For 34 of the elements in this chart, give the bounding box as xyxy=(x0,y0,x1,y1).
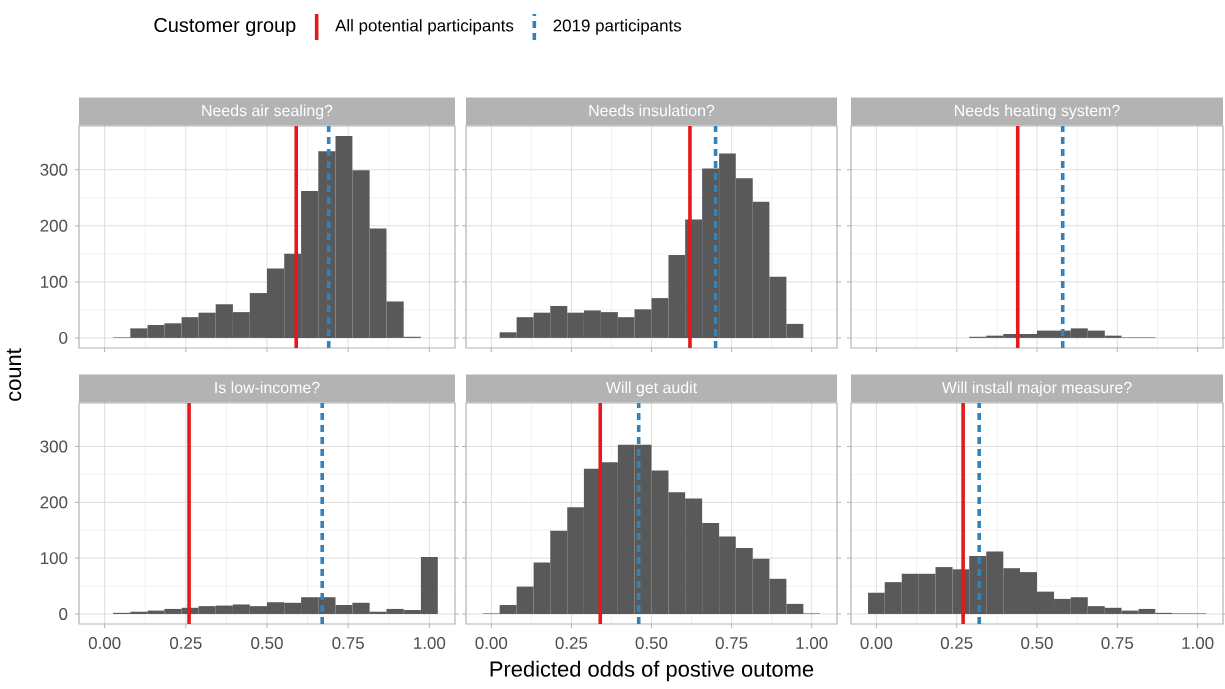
x-tick-label: 1.00 xyxy=(414,637,446,650)
y-tick-label: 200 xyxy=(40,496,68,509)
x-tick-label: 0.00 xyxy=(860,637,893,650)
y-tick-label: 100 xyxy=(40,552,68,565)
y-axis-title: count xyxy=(6,348,22,401)
legend-label: 2019 participants xyxy=(553,19,682,35)
chart-title: Will install major measure? xyxy=(941,381,1132,397)
chart-title: Is low-income? xyxy=(215,381,320,394)
y-tick-label: 100 xyxy=(40,275,68,288)
y-tick-label: 300 xyxy=(40,163,68,176)
legend-label: All potential participants xyxy=(335,19,514,35)
chart-title: Needs air sealing? xyxy=(202,104,333,120)
x-tick-label: 0.25 xyxy=(940,637,973,650)
y-tick-label: 0 xyxy=(59,607,68,620)
x-tick-label: 0.50 xyxy=(1021,637,1053,650)
x-tick-label: 0.75 xyxy=(1101,637,1134,650)
x-tick-label: 0.50 xyxy=(635,637,668,650)
x-tick-label: 0.25 xyxy=(555,637,588,650)
chart-title: Needs heating system? xyxy=(955,104,1120,120)
x-axis-title: Predicted odds of postive outome xyxy=(490,660,814,682)
x-tick-label: 0.75 xyxy=(332,637,364,650)
x-tick-label: 0.25 xyxy=(170,637,202,650)
x-tick-label: 1.00 xyxy=(796,637,828,650)
x-tick-label: 0.75 xyxy=(715,637,748,650)
y-tick-label: 300 xyxy=(40,440,68,453)
x-tick-label: 1.00 xyxy=(1182,637,1214,650)
x-tick-label: 0.00 xyxy=(475,637,508,650)
x-tick-label: 0.00 xyxy=(88,637,121,650)
y-tick-label: 200 xyxy=(40,219,68,232)
chart-title: Needs insulation? xyxy=(589,104,715,117)
legend-title: Customer group xyxy=(154,17,296,36)
y-tick-label: 0 xyxy=(59,331,68,344)
chart-title: Will get audit xyxy=(605,381,697,397)
x-tick-label: 0.50 xyxy=(251,637,283,650)
